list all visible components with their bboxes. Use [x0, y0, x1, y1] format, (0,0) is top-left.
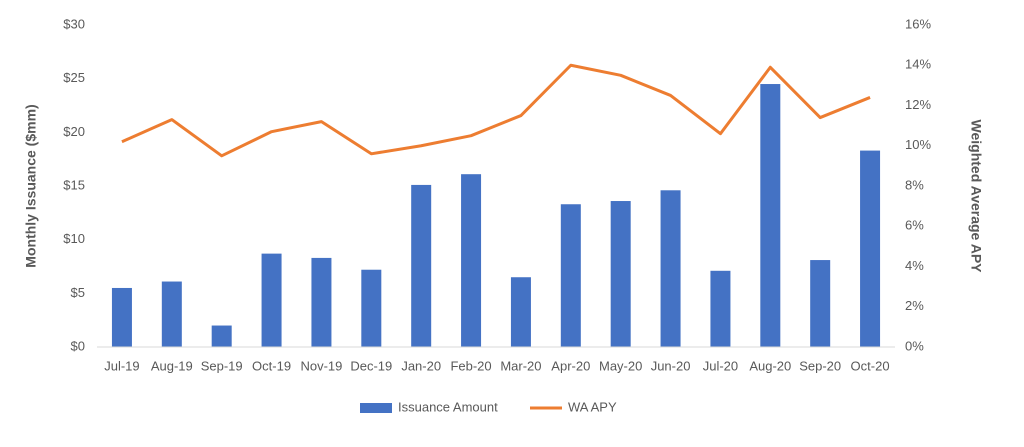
bar	[860, 150, 881, 347]
bar	[161, 281, 182, 347]
y-tick-label: $0	[71, 338, 85, 353]
y-tick-label: $15	[63, 177, 85, 192]
x-tick-label: Jan-20	[401, 358, 441, 373]
legend-label: Issuance Amount	[398, 399, 498, 414]
x-tick-label: Sep-20	[799, 358, 841, 373]
bar	[560, 204, 581, 347]
y2-tick-label: 6%	[905, 218, 924, 233]
y2-axis-title: Weighted Average APY	[968, 119, 984, 273]
x-tick-label: Aug-19	[151, 358, 193, 373]
y2-tick-label: 16%	[905, 16, 931, 31]
y-tick-label: $25	[63, 70, 85, 85]
y-tick-label: $10	[63, 231, 85, 246]
x-tick-label: Mar-20	[500, 358, 541, 373]
x-tick-label: Apr-20	[551, 358, 590, 373]
y-tick-label: $20	[63, 124, 85, 139]
x-tick-label: Oct-20	[851, 358, 890, 373]
bar	[461, 174, 482, 347]
legend-label: WA APY	[568, 399, 617, 414]
x-tick-label: Dec-19	[350, 358, 392, 373]
y2-tick-label: 0%	[905, 338, 924, 353]
x-tick-label: Feb-20	[450, 358, 491, 373]
x-tick-label: Jun-20	[651, 358, 691, 373]
bar	[610, 201, 631, 347]
x-tick-label: Aug-20	[749, 358, 791, 373]
x-tick-label: Sep-19	[201, 358, 243, 373]
bar	[760, 84, 781, 348]
y-tick-label: $30	[63, 16, 85, 31]
bar	[361, 269, 382, 347]
x-tick-label: May-20	[599, 358, 642, 373]
y2-tick-label: 4%	[905, 258, 924, 273]
x-tick-label: Nov-19	[300, 358, 342, 373]
y2-tick-label: 10%	[905, 137, 931, 152]
x-tick-label: Jul-19	[104, 358, 139, 373]
y-axis-title: Monthly Issuance ($mm)	[23, 104, 39, 267]
legend-swatch	[360, 403, 392, 413]
y-tick-label: $5	[71, 285, 85, 300]
bar	[111, 287, 132, 347]
x-tick-label: Jul-20	[703, 358, 738, 373]
bar	[660, 190, 681, 347]
bar	[211, 325, 232, 347]
y2-tick-label: 14%	[905, 57, 931, 72]
bar	[411, 184, 432, 347]
y2-tick-label: 12%	[905, 97, 931, 112]
line	[121, 63, 871, 158]
bar	[510, 277, 531, 347]
bar	[810, 260, 831, 347]
bar	[261, 253, 282, 347]
bar	[710, 270, 731, 347]
y2-tick-label: 2%	[905, 298, 924, 313]
x-tick-label: Oct-19	[252, 358, 291, 373]
bar	[311, 257, 332, 347]
y2-tick-label: 8%	[905, 177, 924, 192]
